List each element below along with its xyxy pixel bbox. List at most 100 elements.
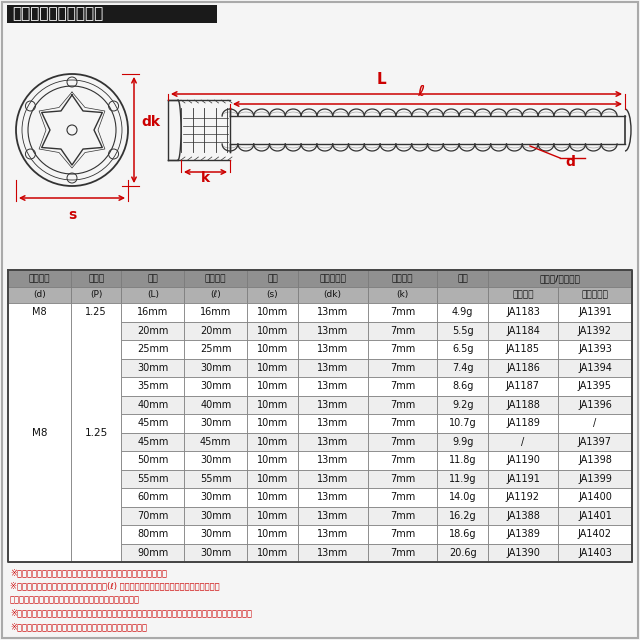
Text: dk: dk	[141, 115, 160, 129]
Text: 10mm: 10mm	[257, 326, 288, 336]
Bar	[184, 377, 247, 396]
Bar	[488, 303, 558, 321]
Bar	[488, 525, 558, 543]
Bar	[122, 287, 184, 303]
Bar	[247, 321, 298, 340]
Bar	[298, 287, 367, 303]
Text: JA1400: JA1400	[578, 492, 612, 502]
Bar	[298, 470, 367, 488]
Text: JA1403: JA1403	[578, 548, 612, 557]
Bar	[8, 377, 71, 396]
Text: (dk): (dk)	[324, 291, 342, 300]
Text: 20mm: 20mm	[137, 326, 168, 336]
Text: 頭部高さ: 頭部高さ	[392, 274, 413, 283]
Text: ネジ呼び: ネジ呼び	[29, 274, 50, 283]
Text: 13mm: 13mm	[317, 419, 348, 428]
Bar	[558, 396, 632, 414]
Text: 10.7g: 10.7g	[449, 419, 477, 428]
Bar	[247, 303, 298, 321]
Bar	[437, 488, 488, 506]
Bar	[298, 451, 367, 470]
Text: (d): (d)	[33, 291, 46, 300]
Text: 25mm: 25mm	[137, 344, 168, 355]
Bar	[367, 543, 437, 562]
Text: JA1393: JA1393	[578, 344, 612, 355]
Text: 25mm: 25mm	[200, 344, 232, 355]
Bar	[558, 525, 632, 543]
Bar	[184, 543, 247, 562]
Text: 80mm: 80mm	[137, 529, 168, 540]
Text: 16mm: 16mm	[137, 307, 168, 317]
Text: 30mm: 30mm	[137, 363, 168, 372]
Text: ※記載のサイズ・重量は平均値です。個体により誤差がございます。: ※記載のサイズ・重量は平均値です。個体により誤差がございます。	[10, 568, 167, 577]
Text: 7mm: 7mm	[390, 326, 415, 336]
Text: k: k	[201, 171, 210, 185]
Bar	[558, 470, 632, 488]
Text: JA1190: JA1190	[506, 455, 540, 465]
Bar	[437, 321, 488, 340]
Text: 7mm: 7mm	[390, 511, 415, 521]
Text: フランジ径: フランジ径	[319, 274, 346, 283]
Bar	[184, 433, 247, 451]
Text: 7mm: 7mm	[390, 400, 415, 410]
Bar	[122, 321, 184, 340]
Text: ブラック: ブラック	[512, 291, 534, 300]
Text: 7mm: 7mm	[390, 529, 415, 540]
Bar	[488, 396, 558, 414]
Bar	[8, 506, 71, 525]
Text: 14.0g: 14.0g	[449, 492, 476, 502]
Text: 7mm: 7mm	[390, 363, 415, 372]
Text: 平径: 平径	[267, 274, 278, 283]
Text: 70mm: 70mm	[137, 511, 168, 521]
Text: 13mm: 13mm	[317, 363, 348, 372]
Bar	[122, 525, 184, 543]
Bar	[122, 488, 184, 506]
Text: 10mm: 10mm	[257, 436, 288, 447]
Bar	[298, 303, 367, 321]
Bar	[8, 488, 71, 506]
Bar	[8, 287, 71, 303]
Bar	[488, 433, 558, 451]
Text: ※チタンはカジリ（焼き付き）を起こしやすい材質です。焼き付け防止ケミカル剤の併用をお勧めします。: ※チタンはカジリ（焼き付き）を起こしやすい材質です。焼き付け防止ケミカル剤の併用…	[10, 609, 252, 618]
Text: 55mm: 55mm	[137, 474, 168, 484]
Text: JA1395: JA1395	[578, 381, 612, 391]
Text: 7mm: 7mm	[390, 455, 415, 465]
Bar	[298, 543, 367, 562]
Bar	[8, 525, 71, 543]
Bar	[8, 270, 71, 287]
Text: 30mm: 30mm	[200, 419, 231, 428]
Text: 40mm: 40mm	[137, 400, 168, 410]
Bar	[247, 470, 298, 488]
Text: (ℓ): (ℓ)	[211, 291, 221, 300]
Text: 10mm: 10mm	[257, 455, 288, 465]
Bar	[8, 358, 71, 377]
Bar	[71, 525, 122, 543]
Text: 30mm: 30mm	[200, 529, 231, 540]
Bar	[247, 340, 298, 358]
Bar	[184, 270, 247, 287]
Bar	[8, 340, 71, 358]
Bar	[247, 451, 298, 470]
Bar	[437, 506, 488, 525]
Text: 30mm: 30mm	[200, 363, 231, 372]
Bar	[8, 396, 71, 414]
Text: 10mm: 10mm	[257, 400, 288, 410]
Bar	[488, 543, 558, 562]
Bar	[8, 543, 71, 562]
Bar	[558, 340, 632, 358]
Bar	[8, 303, 71, 562]
Bar	[298, 396, 367, 414]
Text: ※製造ロットにより告知なしで、ネジ長さ(ℓ) 全ネジ・半ネジが変わる場合がございます。: ※製造ロットにより告知なしで、ネジ長さ(ℓ) 全ネジ・半ネジが変わる場合がござい…	[10, 582, 220, 591]
Text: M8: M8	[32, 307, 47, 317]
Text: (k): (k)	[396, 291, 408, 300]
Text: /: /	[522, 436, 525, 447]
Text: 10mm: 10mm	[257, 548, 288, 557]
Bar	[122, 270, 184, 287]
Bar	[558, 287, 632, 303]
Bar	[298, 358, 367, 377]
Bar	[184, 287, 247, 303]
Text: 35mm: 35mm	[137, 381, 168, 391]
Text: JA1188: JA1188	[506, 400, 540, 410]
Text: 45mm: 45mm	[200, 436, 232, 447]
Text: 1.25: 1.25	[85, 307, 107, 317]
